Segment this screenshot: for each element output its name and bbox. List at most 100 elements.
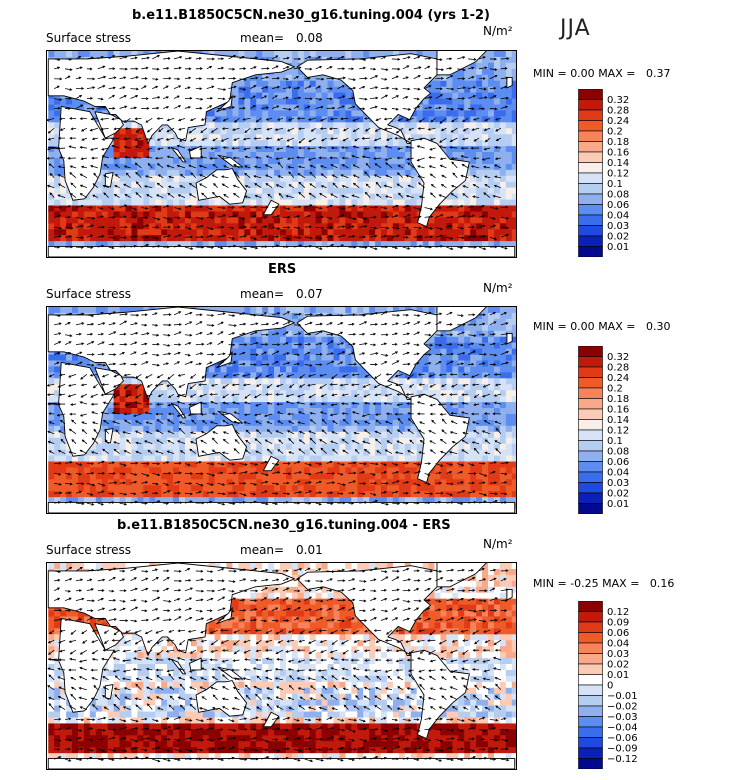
colorbar-tick-label: 0.14 <box>607 158 629 169</box>
colorbar-swatch <box>578 716 603 728</box>
colorbar-tick-label: 0.2 <box>607 127 623 138</box>
colorbar-swatch <box>578 162 603 174</box>
colorbar-swatch <box>578 225 603 237</box>
colorbar-tick-label: −0.03 <box>607 712 638 723</box>
season-label: JJA <box>560 16 591 41</box>
colorbar-swatch <box>578 429 603 441</box>
colorbar-swatch <box>578 674 603 686</box>
colorbar-swatch <box>578 747 603 759</box>
colorbar-swatch <box>578 193 603 205</box>
colorbar-swatch <box>578 235 603 247</box>
colorbar-tick-label: 0.04 <box>607 211 629 222</box>
panel-1-unit: N/m² <box>483 24 513 38</box>
colorbar-tick-label: −0.06 <box>607 733 638 744</box>
colorbar-tick-label: 0.03 <box>607 221 629 232</box>
panel-1-minmax: MIN = 0.00 MAX = 0.37 <box>533 67 671 80</box>
colorbar-swatch <box>578 684 603 696</box>
colorbar-tick-label: −0.01 <box>607 691 638 702</box>
colorbar-swatch <box>578 387 603 399</box>
colorbar-swatch <box>578 450 603 462</box>
colorbar-swatch <box>578 377 603 389</box>
panel-2-unit: N/m² <box>483 281 513 295</box>
colorbar-tick-label: 0.04 <box>607 639 629 650</box>
colorbar-tick-label: 0.03 <box>607 649 629 660</box>
colorbar-tick-label: 0.12 <box>607 426 629 437</box>
colorbar-swatch <box>578 492 603 504</box>
colorbar-swatch <box>578 172 603 184</box>
colorbar-swatch <box>578 246 603 257</box>
colorbar-tick-label: 0.12 <box>607 169 629 180</box>
panel-1-colorbar: 0.320.280.240.20.180.160.140.120.10.080.… <box>578 89 629 257</box>
panel-2-colorbar: 0.320.280.240.20.180.160.140.120.10.080.… <box>578 346 629 514</box>
colorbar-swatch <box>578 214 603 226</box>
colorbar-swatch <box>578 99 603 111</box>
colorbar-tick-label: 0.06 <box>607 457 629 468</box>
colorbar-swatch <box>578 366 603 378</box>
colorbar-tick-label: 0.24 <box>607 373 629 384</box>
colorbar-tick-label: −0.02 <box>607 702 638 713</box>
colorbar-tick-label: −0.04 <box>607 723 638 734</box>
colorbar-tick-label: 0.12 <box>607 607 629 618</box>
continents <box>47 51 516 257</box>
colorbar-tick-label: 0.16 <box>607 405 629 416</box>
colorbar-tick-label: 0.02 <box>607 232 629 243</box>
colorbar-swatch <box>578 141 603 153</box>
panel-1-mean-label: mean= <box>240 31 285 45</box>
stress-vectors <box>47 311 509 506</box>
panel-2-mean-label: mean= <box>240 287 285 301</box>
colorbar-tick-label: −0.12 <box>607 754 638 765</box>
panel-2-variable: Surface stress <box>46 287 132 301</box>
panel-3-mean-label: mean= <box>240 543 285 557</box>
panel-3-unit: N/m² <box>483 537 513 551</box>
colorbar-swatch <box>578 482 603 494</box>
colorbar-tick-label: 0 <box>607 681 613 692</box>
colorbar-swatch <box>578 621 603 633</box>
panel-1-title: b.e11.B1850C5CN.ne30_g16.tuning.004 (yrs… <box>132 8 490 23</box>
colorbar-swatch <box>578 89 603 100</box>
colorbar-tick-label: 0.03 <box>607 478 629 489</box>
stress-vectors <box>47 54 510 251</box>
panel-3-variable: Surface stress <box>46 543 132 557</box>
colorbar-tick-label: 0.18 <box>607 137 629 148</box>
colorbar-tick-label: 0.28 <box>607 363 629 374</box>
colorbar-swatch <box>578 151 603 163</box>
colorbar-swatch <box>578 461 603 473</box>
colorbar-tick-label: 0.08 <box>607 190 629 201</box>
colorbar-swatch <box>578 183 603 195</box>
colorbar-tick-label: 0.16 <box>607 148 629 159</box>
colorbar-swatch <box>578 642 603 654</box>
panel-2-mean-value: 0.07 <box>296 287 323 301</box>
panel-1-map <box>46 50 517 258</box>
colorbar-tick-label: 0.06 <box>607 200 629 211</box>
colorbar-tick-label: 0.32 <box>607 352 629 363</box>
colorbar-tick-label: 0.32 <box>607 95 629 106</box>
colorbar-tick-label: 0.18 <box>607 394 629 405</box>
colorbar-tick-label: 0.1 <box>607 436 623 447</box>
colorbar-tick-label: 0.28 <box>607 106 629 117</box>
panel-3-mean-value: 0.01 <box>296 543 323 557</box>
panel-2-map <box>46 306 517 514</box>
colorbar-tick-label: 0.08 <box>607 447 629 458</box>
colorbar-swatch <box>578 109 603 121</box>
colorbar-tick-label: 0.04 <box>607 468 629 479</box>
panel-2-title: ERS <box>268 262 297 277</box>
continents <box>47 563 516 769</box>
panel-2-minmax: MIN = 0.00 MAX = 0.30 <box>533 320 671 333</box>
colorbar-tick-label: 0.09 <box>607 618 629 629</box>
colorbar-swatch <box>578 440 603 452</box>
colorbar-swatch <box>578 503 603 514</box>
panel-3-map <box>46 562 517 770</box>
colorbar-swatch <box>578 758 603 769</box>
colorbar-swatch <box>578 737 603 749</box>
colorbar-tick-label: 0.01 <box>607 242 629 253</box>
colorbar-swatch <box>578 204 603 216</box>
colorbar-swatch <box>578 632 603 644</box>
colorbar-swatch <box>578 611 603 623</box>
continents <box>47 307 516 513</box>
stress-vectors <box>47 567 510 763</box>
panel-3-colorbar: 0.120.090.060.040.030.020.010−0.01−0.02−… <box>578 601 638 769</box>
colorbar-swatch <box>578 346 603 357</box>
colorbar-tick-label: 0.24 <box>607 116 629 127</box>
colorbar-swatch <box>578 356 603 368</box>
colorbar-swatch <box>578 398 603 410</box>
